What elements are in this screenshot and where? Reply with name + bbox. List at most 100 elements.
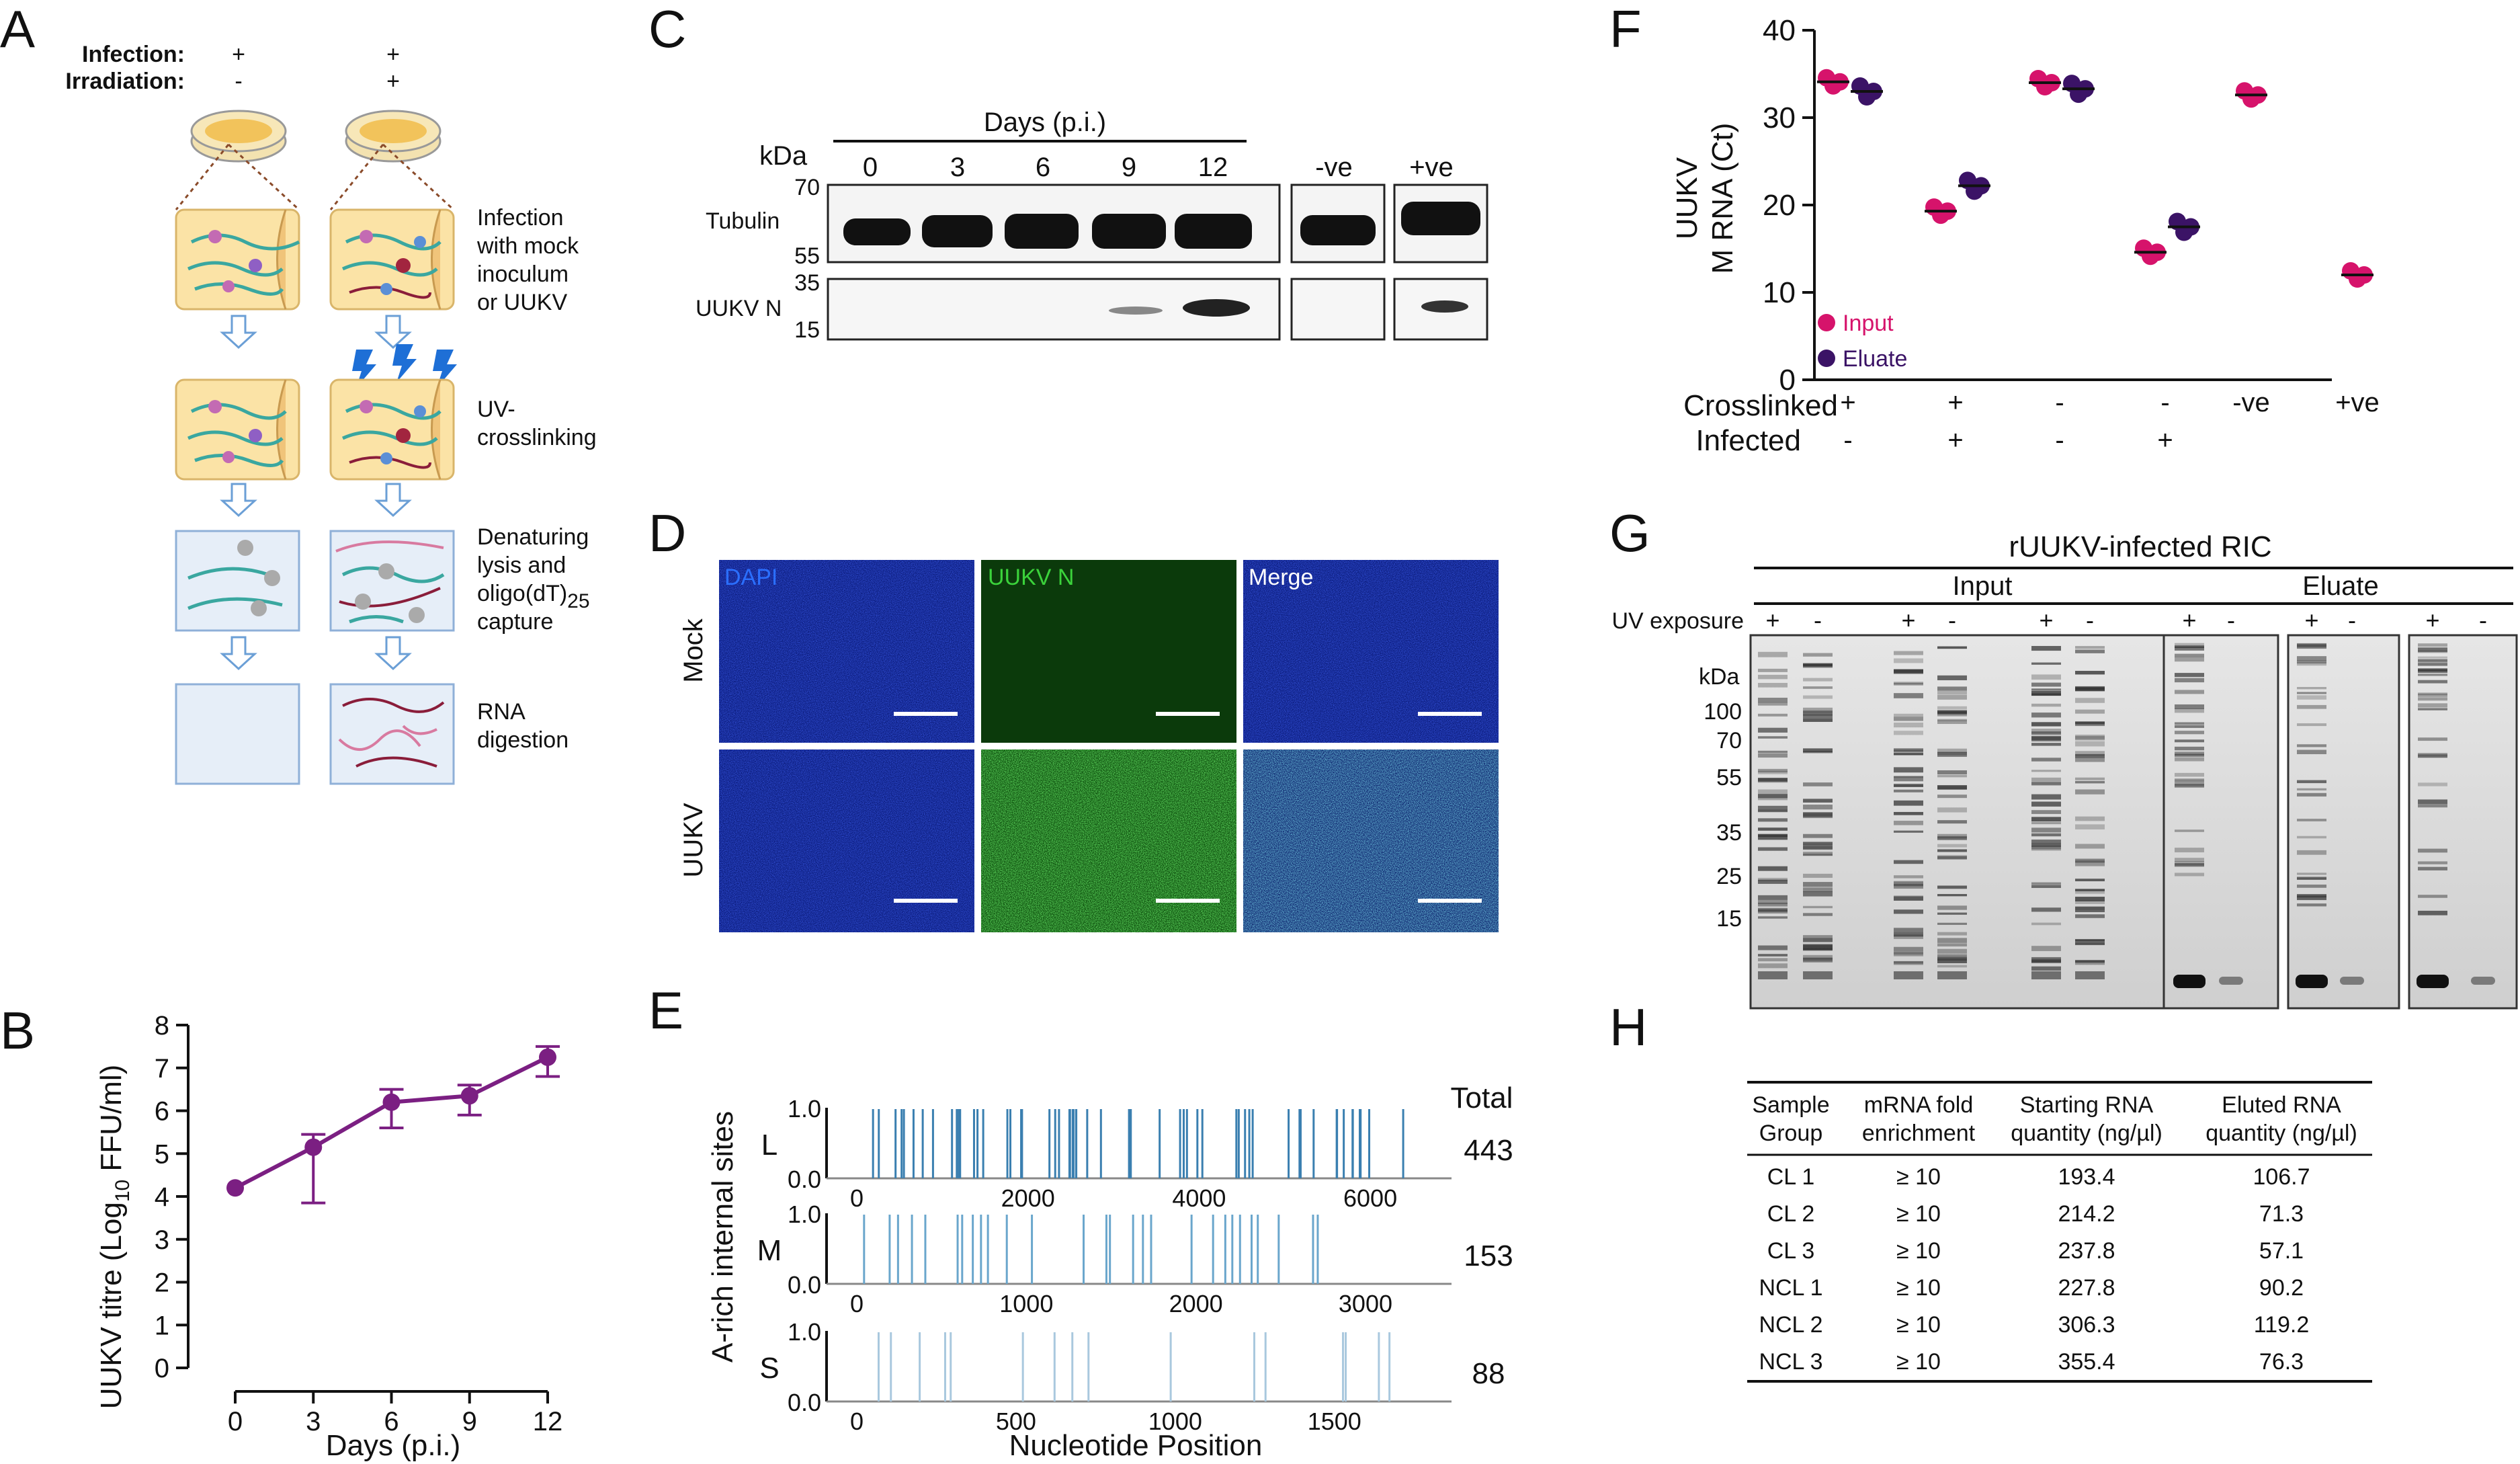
gel-band	[2075, 942, 2105, 946]
gel-band	[1803, 957, 1833, 963]
gel-band	[2031, 735, 2061, 741]
gel-band	[2297, 704, 2326, 709]
gel-band	[2075, 698, 2105, 703]
gel-band	[2075, 780, 2105, 784]
h-table-cell: CL 3	[1767, 1238, 1815, 1264]
gel-band	[2297, 877, 2326, 880]
b-x-axis-label: Days (p.i.)	[326, 1429, 460, 1462]
gel-band	[1803, 695, 1833, 699]
gel-band	[2031, 703, 2061, 707]
h-table-cell: 76.3	[2259, 1349, 2304, 1375]
gel-band	[1803, 748, 1833, 753]
g-uv-sign: -	[2348, 606, 2356, 634]
h-header-cell: quantity (ng/µl)	[2206, 1121, 2357, 1146]
gel-band	[1758, 902, 1788, 907]
gel-band	[1937, 706, 1967, 710]
d-channel-uukvn: UUKV N	[988, 565, 1074, 590]
f-input-point	[2036, 78, 2054, 95]
g-uv-sign: -	[2479, 606, 2487, 634]
gel-band	[1803, 935, 1833, 939]
e-x-tick-label: 0	[850, 1290, 864, 1317]
d-row-mock: Mock	[679, 618, 708, 683]
gel-band	[1937, 720, 1967, 725]
gel-band	[1758, 794, 1788, 799]
e-y-tick-label: 0.0	[788, 1271, 821, 1299]
micrograph-uukv-merge	[1243, 749, 1499, 932]
g-uv-sign: +	[2182, 606, 2196, 634]
gel-band	[1937, 686, 1967, 691]
step4-label: RNA digestion	[477, 699, 569, 753]
h-table-cell: 306.3	[2058, 1312, 2115, 1338]
f-input-point	[2142, 247, 2159, 266]
gel-band	[1758, 963, 1788, 969]
gel-band	[2031, 817, 2061, 822]
gel-band	[1803, 711, 1833, 714]
col1-irradiation-sign: -	[235, 69, 242, 94]
gel-band	[2297, 687, 2326, 690]
gel-band	[2418, 656, 2447, 659]
h-table-cell: NCL 1	[1759, 1275, 1822, 1301]
gel-band	[2175, 757, 2204, 762]
gel-band	[1937, 646, 1967, 649]
gel-band	[2297, 903, 2326, 907]
rna-quantity-table: Sample Group mRNA fold enrichment Starting R…	[1752, 1092, 2357, 1375]
g-uv-sign: -	[2227, 606, 2235, 634]
svg-text:lysis and: lysis and	[477, 553, 566, 578]
h-table-cell: 237.8	[2058, 1238, 2115, 1264]
gel-band	[2418, 703, 2447, 708]
f-crosslinked-sign: -	[2055, 388, 2064, 417]
b-x-tick-label: 12	[533, 1407, 563, 1436]
gel-band	[2175, 746, 2204, 751]
gel-band	[2175, 848, 2204, 853]
h-header-cell: enrichment	[1862, 1121, 1976, 1146]
gel-band	[1758, 827, 1788, 831]
h-table-cell: ≥ 10	[1896, 1349, 1941, 1375]
g-uv-sign: +	[1901, 606, 1915, 634]
step3-label: Denaturing lysis and oligo(dT)25 capture	[477, 524, 590, 635]
gel-band	[1937, 855, 1967, 858]
d-channel-merge: Merge	[1249, 565, 1313, 590]
gel-band	[2031, 682, 2061, 687]
gel-band	[2031, 833, 2061, 837]
e-segment-total: 88	[1472, 1357, 1505, 1390]
gel-band	[2031, 688, 2061, 691]
gel-band	[1894, 753, 1923, 756]
gel-band	[1758, 877, 1788, 881]
gel-band	[1894, 722, 1923, 728]
b-y-tick-label: 5	[155, 1139, 169, 1169]
gel-band	[1894, 749, 1923, 756]
panel-e: E Total A-rich internal sites Nucleotide…	[648, 981, 1513, 1462]
h-header-cell: mRNA fold	[1864, 1092, 1974, 1118]
f-input-point	[2349, 270, 2366, 288]
gel-band	[1937, 751, 1967, 757]
capture-box-left	[175, 530, 300, 632]
e-segment-label: S	[759, 1352, 779, 1385]
gel-band	[1937, 958, 1967, 964]
gel-band	[2297, 723, 2326, 727]
cell-box-infection-left	[175, 208, 300, 311]
cell-box-uv-left	[175, 378, 300, 481]
digest-box-right	[329, 683, 455, 785]
micrograph-mock-dapi	[719, 560, 974, 743]
gel-band	[2031, 731, 2061, 735]
gel-band	[2297, 788, 2326, 790]
gel-band	[1894, 875, 1923, 879]
g-input-header: Input	[1953, 571, 2013, 601]
c-lane-label: 0	[863, 153, 878, 182]
gel-band	[1758, 727, 1788, 733]
cell-box-uv-right	[329, 378, 455, 481]
c-lane-label: 3	[950, 153, 965, 182]
gel-band	[1758, 736, 1788, 739]
gel-band	[1894, 896, 1923, 901]
down-arrows	[220, 315, 412, 671]
f-condition-signs: + + - - -ve +ve - + - +	[1840, 388, 2379, 455]
gel-band	[2031, 722, 2061, 727]
gel-band	[2297, 656, 2326, 661]
gel-band	[1758, 682, 1788, 688]
gel-band	[2297, 645, 2326, 649]
d-row-uukv: UUKV	[679, 803, 708, 877]
gel-band	[2297, 662, 2326, 666]
g-uv-sign: +	[2304, 606, 2318, 634]
f-y-axis-label-2: M RNA (Ct)	[1706, 123, 1739, 274]
gel-band	[1758, 770, 1788, 774]
